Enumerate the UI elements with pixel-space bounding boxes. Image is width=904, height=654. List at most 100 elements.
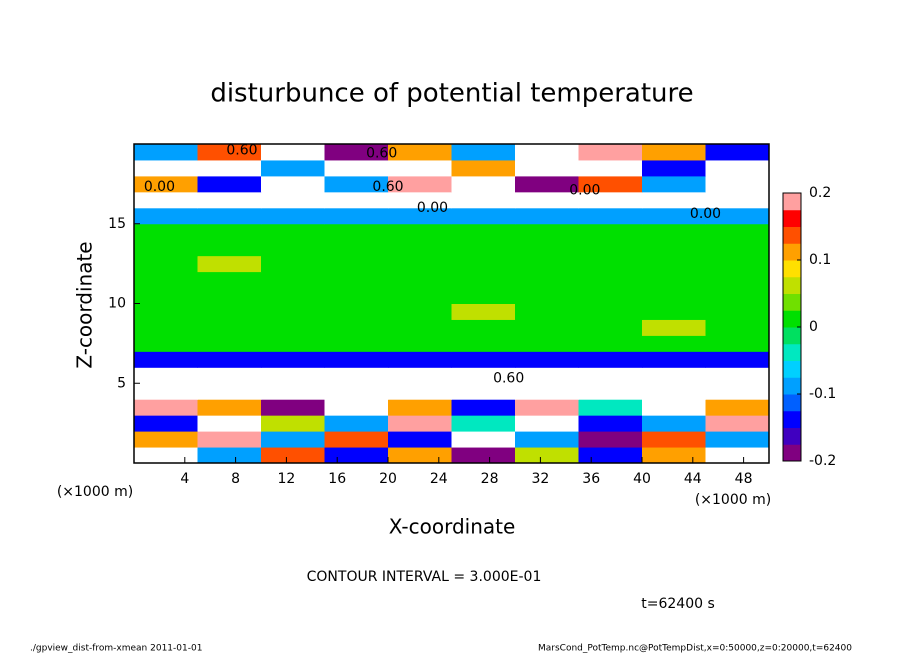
heat-cell [388, 431, 452, 448]
heat-cell [197, 383, 262, 400]
heat-cell [642, 383, 706, 400]
heat-cell [642, 207, 706, 225]
heat-cell [705, 399, 770, 416]
heat-cell [705, 351, 770, 368]
heat-cell [134, 367, 198, 384]
heat-cell [515, 239, 579, 257]
heat-cell [578, 255, 643, 273]
x-tick-label: 28 [481, 471, 499, 487]
footer-left: ./gpview_dist-from-xmean 2011-01-01 [30, 644, 202, 654]
heat-cell [197, 303, 262, 320]
colorbar-tick-label: -0.1 [809, 386, 836, 402]
heat-cell [515, 191, 579, 209]
heat-cell [642, 223, 706, 241]
colorbar-swatch [783, 343, 801, 361]
heat-cell [197, 223, 262, 241]
heat-cell [134, 303, 198, 320]
heat-cell [261, 447, 325, 464]
heat-cell [261, 367, 325, 384]
heat-cell [134, 255, 198, 273]
heat-cell [197, 255, 262, 273]
heat-cell [642, 351, 706, 368]
heat-cell [578, 447, 643, 464]
heat-cell [515, 447, 579, 464]
heat-cell [451, 319, 516, 336]
heat-cell [388, 144, 452, 161]
heat-cell [324, 415, 389, 432]
heat-cell [261, 335, 325, 352]
colorbar-swatch [783, 243, 801, 261]
colorbar-tick-label: -0.2 [809, 453, 836, 469]
x-tick-label: 4 [180, 471, 189, 487]
heat-cell [324, 144, 389, 161]
colorbar-swatch [783, 226, 801, 244]
heat-cell [451, 239, 516, 257]
heat-cell [578, 399, 643, 416]
y-unit: (×1000 m) [57, 484, 133, 500]
colorbar-swatch [783, 193, 801, 211]
heat-cell [134, 287, 198, 304]
heat-cell [134, 319, 198, 336]
heat-cell [197, 175, 262, 193]
heat-cell [388, 175, 452, 193]
heat-cell [134, 415, 198, 432]
heat-cell [388, 207, 452, 225]
heat-cell [578, 207, 643, 225]
heat-cell [642, 144, 706, 161]
time-label: t=62400 s [641, 596, 715, 612]
contour-label: 0.60 [366, 146, 397, 162]
heat-cell [515, 399, 579, 416]
heat-cell [324, 159, 389, 177]
heat-cell [515, 351, 579, 368]
heat-cell [324, 367, 389, 384]
heat-cell [578, 223, 643, 241]
heat-cell [642, 159, 706, 177]
heat-cell [324, 431, 389, 448]
heat-cell [261, 255, 325, 273]
heat-cell [261, 223, 325, 241]
chart-title: disturbunce of potential temperature [210, 79, 693, 109]
heat-cell [197, 287, 262, 304]
contour-label: 0.60 [372, 179, 403, 195]
x-axis-label: X-coordinate [389, 515, 516, 539]
heat-cell [134, 447, 198, 464]
heat-cell [324, 335, 389, 352]
heat-cell [705, 255, 770, 273]
heat-cell [705, 159, 770, 177]
heat-cell [388, 255, 452, 273]
heat-cell [197, 335, 262, 352]
contour-label: 0.60 [226, 142, 257, 158]
heat-cell [134, 191, 198, 209]
heat-cell [388, 335, 452, 352]
heat-cell [451, 351, 516, 368]
heat-cell [261, 303, 325, 320]
colorbar-swatch [783, 394, 801, 412]
heat-cell [451, 431, 516, 448]
heat-cell [515, 303, 579, 320]
heat-cell [197, 447, 262, 464]
heat-cell [705, 239, 770, 257]
colorbar-swatch [783, 209, 801, 227]
heat-cell [197, 144, 262, 161]
heat-cell [705, 335, 770, 352]
heat-cell [642, 303, 706, 320]
heat-cell [705, 223, 770, 241]
heat-cell [451, 447, 516, 464]
heat-cell [705, 175, 770, 193]
heat-cell [642, 367, 706, 384]
heat-cell [134, 399, 198, 416]
heat-cell [642, 431, 706, 448]
heat-cell [642, 271, 706, 289]
colorbar-swatch [783, 410, 801, 428]
heat-cell [261, 207, 325, 225]
heat-cell [451, 271, 516, 289]
x-tick-label: 32 [531, 471, 549, 487]
heat-cell [261, 287, 325, 304]
heat-cell [324, 271, 389, 289]
y-axis-label: Z-coordinate [73, 241, 97, 368]
x-tick-label: 12 [277, 471, 295, 487]
heat-cell [388, 351, 452, 368]
heat-cell [197, 319, 262, 336]
heat-cell [642, 255, 706, 273]
heat-cell [642, 287, 706, 304]
